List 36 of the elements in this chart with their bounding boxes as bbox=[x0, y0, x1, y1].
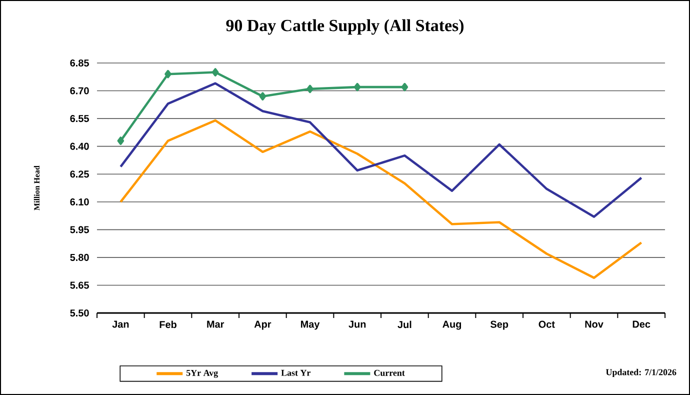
x-tick-label: Apr bbox=[254, 320, 272, 330]
x-tick-label: Feb bbox=[160, 320, 176, 328]
text: Updated: 7/1/2026 bbox=[606, 368, 676, 378]
x-tick-label: Dec bbox=[632, 320, 650, 328]
point bbox=[117, 136, 124, 145]
x-tick-label: Aug bbox=[442, 320, 462, 330]
y-tick-label: 6.10 bbox=[70, 198, 89, 206]
y-tick-label: 6.25 bbox=[70, 170, 89, 178]
y-tick-label: 6.85 bbox=[70, 59, 89, 67]
line-series bbox=[120, 119, 642, 279]
point bbox=[401, 82, 408, 92]
x-tick-label: Sep bbox=[490, 320, 508, 330]
y-tick-label: 5.80 bbox=[70, 254, 89, 261]
y-tick-label: 5.95 bbox=[70, 226, 89, 234]
point bbox=[306, 84, 314, 94]
chart-title: 90 Day Cattle Supply (All States) bbox=[226, 19, 464, 35]
x-tick-label: Oct bbox=[538, 320, 555, 328]
y-tick-label: 6.55 bbox=[70, 115, 89, 122]
x-tick-label: Mar bbox=[207, 320, 224, 328]
x-tick-label: May bbox=[300, 320, 320, 330]
point bbox=[354, 82, 361, 92]
line-series bbox=[120, 82, 642, 218]
y-tick-label: 5.50 bbox=[70, 309, 89, 317]
x-tick-label: Nov bbox=[585, 320, 604, 328]
y-tick-label: 6.40 bbox=[70, 142, 89, 150]
y-tick-label: 5.65 bbox=[70, 282, 89, 289]
legend-label: 5Yr Avg bbox=[186, 370, 218, 378]
legend-label: Last Yr bbox=[281, 370, 310, 376]
point bbox=[212, 68, 219, 76]
point bbox=[259, 92, 266, 100]
x-tick-label: Jan bbox=[112, 320, 129, 328]
x-tick-label: Jul bbox=[398, 320, 412, 328]
point bbox=[164, 70, 172, 78]
x-tick-label: Jun bbox=[348, 320, 366, 328]
legend-label: Current bbox=[374, 370, 405, 376]
y-tick-label: 6.70 bbox=[70, 87, 89, 94]
